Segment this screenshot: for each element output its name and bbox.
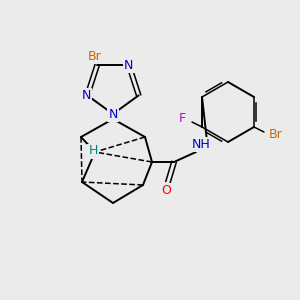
Text: N: N bbox=[124, 59, 134, 72]
Text: Br: Br bbox=[87, 50, 101, 63]
Text: N: N bbox=[108, 107, 118, 121]
Text: F: F bbox=[178, 112, 186, 125]
Text: O: O bbox=[161, 184, 171, 196]
Text: N: N bbox=[82, 89, 91, 102]
Text: Br: Br bbox=[269, 128, 283, 140]
Text: NH: NH bbox=[192, 137, 210, 151]
Text: H: H bbox=[88, 145, 98, 158]
